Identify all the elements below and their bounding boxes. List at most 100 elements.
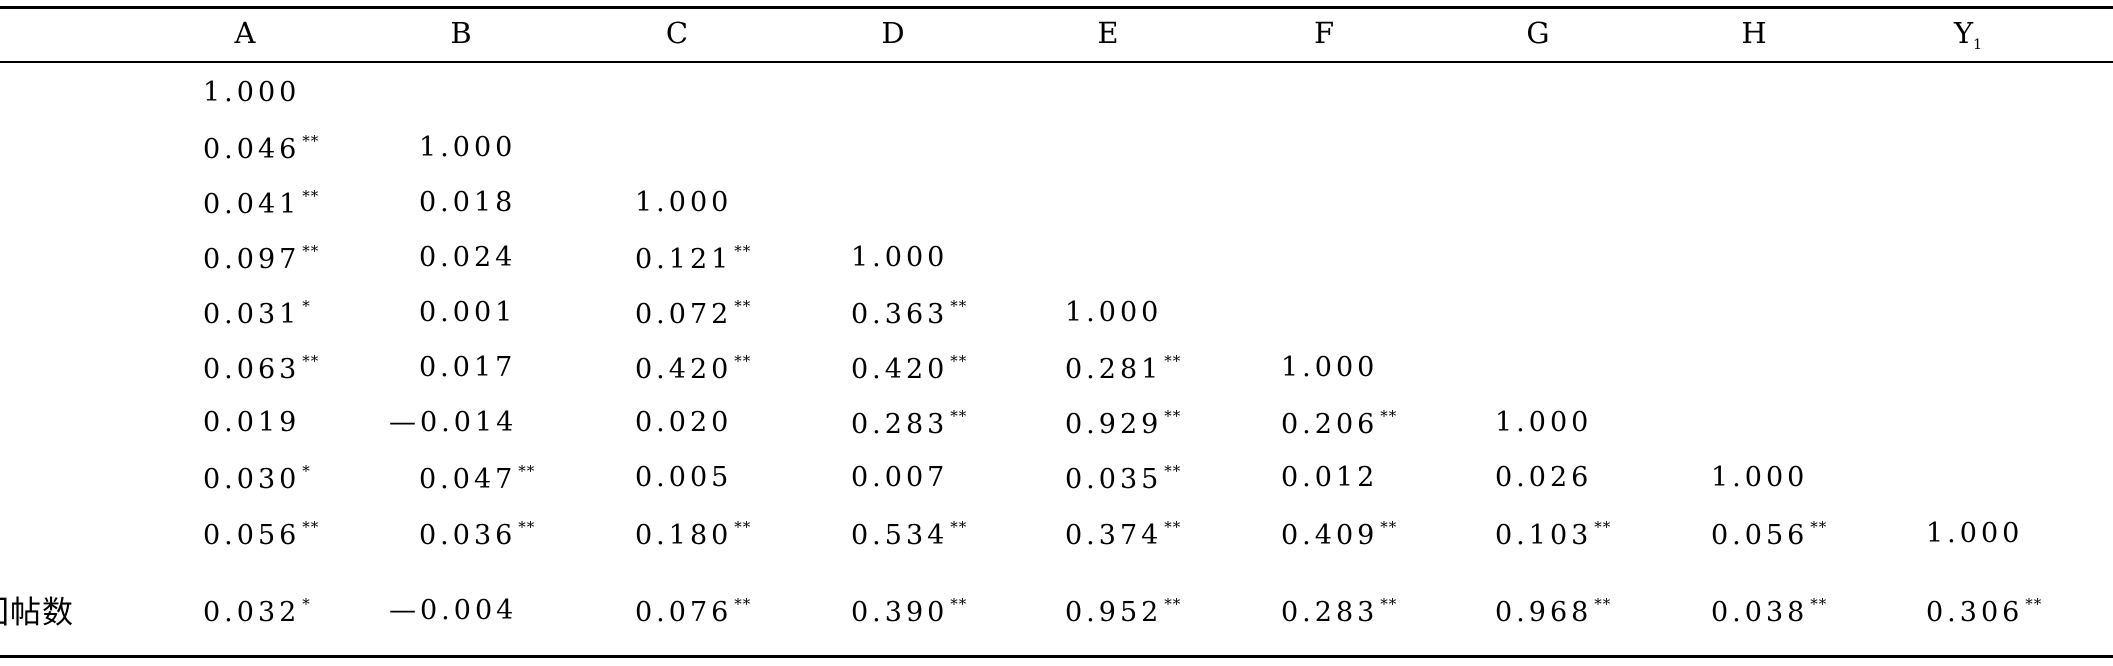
significance-marker: *: [302, 595, 311, 613]
cell-value: 0.047: [419, 464, 517, 495]
column-header-text: A: [234, 16, 256, 50]
table-cell: 0.420 **: [635, 354, 751, 385]
column-header-text: F: [1313, 16, 1335, 50]
table-cell: 0.420 **: [851, 352, 968, 384]
table-cell: 0.103 **: [1495, 520, 1611, 551]
significance-marker: *: [302, 462, 311, 480]
table-cell: 0.390 **: [851, 597, 967, 627]
table-cell: 0.026: [1495, 464, 1592, 491]
table-cell: 0.018: [419, 189, 516, 216]
table-cell: 0.929 **: [1065, 407, 1182, 439]
bottom-rule: [0, 655, 2113, 658]
cell-value: 0.036: [419, 520, 517, 551]
cell-value: 0.026: [1495, 462, 1593, 493]
column-header-text: D: [881, 16, 905, 50]
significance-marker: **: [518, 462, 536, 480]
table-cell: 0.007: [851, 464, 948, 491]
significance-marker: **: [1380, 407, 1398, 425]
significance-marker: **: [302, 518, 320, 536]
row-label-reply-count: 回帖数: [0, 595, 74, 631]
cell-value: 0.063: [203, 354, 301, 385]
significance-marker: **: [302, 242, 320, 260]
header-rule: [0, 61, 2113, 63]
column-header-y: Y1: [1953, 16, 1983, 53]
column-header-d: D: [881, 19, 904, 48]
table-cell: 0.017: [419, 354, 516, 381]
table-cell: 0.001: [419, 299, 516, 326]
table-cell: 0.180 **: [635, 520, 751, 551]
column-header-subscript: 1: [1973, 37, 1983, 53]
table-cell: 0.005: [635, 464, 732, 491]
table-cell: 0.281 **: [1065, 354, 1181, 385]
column-header-text: Y: [1953, 16, 1974, 50]
cell-value: 0.952: [1065, 597, 1163, 628]
table-cell: 0.038 **: [1711, 597, 1827, 627]
table-cell: 0.206 **: [1281, 407, 1398, 439]
table-cell: 0.030 *: [203, 462, 311, 494]
cell-value: 0.012: [1281, 462, 1379, 493]
table-cell: 0.968 **: [1495, 595, 1612, 627]
significance-marker: **: [950, 352, 968, 370]
cell-value: 0.281: [1065, 354, 1163, 385]
table-cell: 0.063 **: [203, 352, 320, 385]
cell-value: 0.374: [1065, 520, 1163, 551]
significance-marker: *: [302, 297, 311, 315]
column-header-a: A: [235, 19, 256, 48]
column-header-f: F: [1314, 19, 1334, 48]
significance-marker: **: [1164, 407, 1182, 425]
cell-value: 0.409: [1281, 520, 1379, 551]
table-cell: 0.032 *: [203, 595, 311, 627]
column-header-c: C: [666, 19, 688, 48]
table-cell: 0.024: [419, 244, 516, 271]
column-header-b: B: [450, 19, 471, 48]
table-cell: 1.000: [1711, 464, 1808, 491]
table-cell: 0.012: [1281, 464, 1378, 491]
table-cell: 0.534 **: [851, 520, 967, 550]
significance-marker: **: [302, 352, 320, 370]
table-cell: 0.036 **: [419, 520, 535, 551]
table-cell: 0.072 **: [635, 299, 751, 329]
cell-value: 0.076: [635, 597, 733, 628]
cell-value: 0.007: [851, 462, 949, 493]
table-cell: 0.409 **: [1281, 520, 1397, 551]
top-rule: [0, 6, 2113, 9]
table-cell: 0.031 *: [203, 297, 311, 330]
cell-value: 0.046: [203, 134, 301, 165]
cell-value: 0.018: [419, 187, 517, 218]
cell-value: 1.000: [1926, 518, 2024, 549]
cell-value: 0.005: [635, 462, 733, 493]
cell-value: 0.283: [851, 409, 949, 440]
cell-value: 0.283: [1281, 597, 1379, 628]
table-cell: 0.374 **: [1065, 518, 1182, 551]
significance-marker: **: [302, 187, 320, 205]
cell-value: 0.121: [635, 244, 733, 275]
column-header-text: C: [665, 16, 689, 50]
cell-value: 1.000: [1711, 462, 1809, 493]
cell-value: —0.004: [389, 595, 518, 626]
significance-marker: **: [950, 407, 968, 425]
cell-value: 0.031: [203, 299, 301, 330]
cell-value: 0.056: [1711, 520, 1809, 551]
cell-value: 0.180: [635, 520, 733, 551]
column-header-g: G: [1526, 19, 1549, 48]
table-cell: —0.014: [389, 409, 517, 436]
table-cell: 0.097 **: [203, 242, 320, 274]
column-header-text: H: [1741, 16, 1767, 50]
table-cell: 1.000: [203, 79, 300, 106]
table-cell: 0.076 **: [635, 597, 751, 628]
table-cell: 1.000: [1926, 520, 2023, 547]
cell-value: 0.035: [1065, 464, 1163, 495]
table-cell: 0.952 **: [1065, 597, 1181, 628]
cell-value: 0.103: [1495, 520, 1593, 551]
significance-marker: **: [734, 242, 752, 260]
significance-marker: **: [1594, 595, 1612, 613]
table-cell: 1.000: [419, 134, 516, 161]
table-cell: 1.000: [1065, 299, 1162, 326]
cell-value: 0.420: [635, 354, 733, 385]
cell-value: 1.000: [419, 132, 517, 163]
table-cell: 0.047 **: [419, 462, 536, 495]
significance-marker: **: [1164, 518, 1182, 536]
table-cell: 0.056 **: [1711, 520, 1827, 551]
table-cell: 0.056 **: [203, 518, 320, 550]
